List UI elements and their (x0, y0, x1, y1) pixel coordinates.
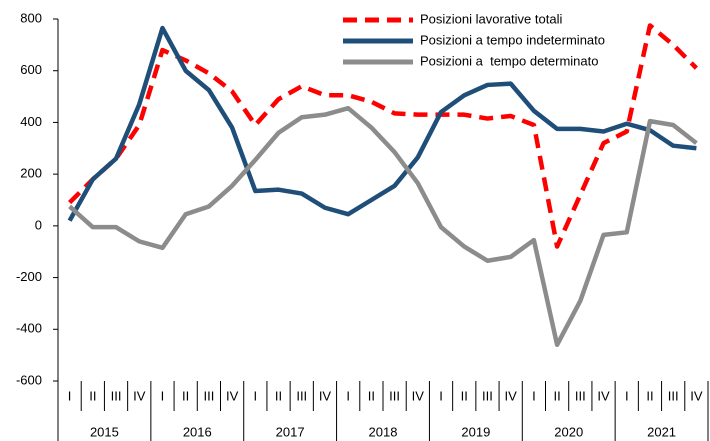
x-tick-label: II (275, 388, 282, 403)
group-label: 2017 (276, 424, 305, 439)
x-tick-label: I (346, 388, 350, 403)
y-tick-label: 0 (35, 217, 42, 232)
legend-label: Posizioni lavorative totali (420, 11, 562, 26)
group-label: 2019 (461, 424, 490, 439)
x-tick-label: I (161, 388, 165, 403)
y-tick-label: 800 (20, 10, 42, 25)
x-tick-label: I (254, 388, 258, 403)
x-tick-label: I (625, 388, 629, 403)
x-tick-label: IV (226, 388, 239, 403)
x-tick-label: III (389, 388, 400, 403)
y-tick-label: 600 (20, 62, 42, 77)
legend-label: Posizioni a tempo indeterminato (420, 32, 605, 47)
x-tick-label: III (668, 388, 679, 403)
legend-label: Posizioni a tempo determinato (420, 53, 598, 68)
x-tick-label: IV (133, 388, 146, 403)
x-tick-label: IV (412, 388, 425, 403)
x-tick-label: II (461, 388, 468, 403)
x-tick-label: I (532, 388, 536, 403)
x-tick-label: III (575, 388, 586, 403)
group-label: 2015 (90, 424, 119, 439)
group-label: 2020 (554, 424, 583, 439)
x-tick-label: III (482, 388, 493, 403)
group-label: 2021 (647, 424, 676, 439)
x-tick-label: II (182, 388, 189, 403)
series-line (67, 25, 697, 222)
group-label: 2016 (183, 424, 212, 439)
x-tick-label: III (203, 388, 214, 403)
group-label: 2018 (369, 424, 398, 439)
x-tick-label: IV (690, 388, 703, 403)
x-tick-label: IV (597, 388, 610, 403)
x-tick-label: II (368, 388, 375, 403)
series-line (68, 105, 698, 348)
x-tick-label: III (111, 388, 122, 403)
y-tick-label: -600 (16, 372, 42, 387)
x-tick-label: IV (319, 388, 332, 403)
x-tick-label: III (296, 388, 307, 403)
x-tick-label: IV (505, 388, 518, 403)
y-tick-label: 400 (20, 114, 42, 129)
x-tick-label: II (89, 388, 96, 403)
x-tick-label: II (646, 388, 653, 403)
x-tick-label: II (553, 388, 560, 403)
y-tick-label: -200 (16, 269, 42, 284)
x-tick-label: I (68, 388, 72, 403)
y-tick-label: -400 (16, 321, 42, 336)
y-tick-label: 200 (20, 166, 42, 181)
x-tick-label: I (439, 388, 443, 403)
series-line (68, 23, 698, 249)
